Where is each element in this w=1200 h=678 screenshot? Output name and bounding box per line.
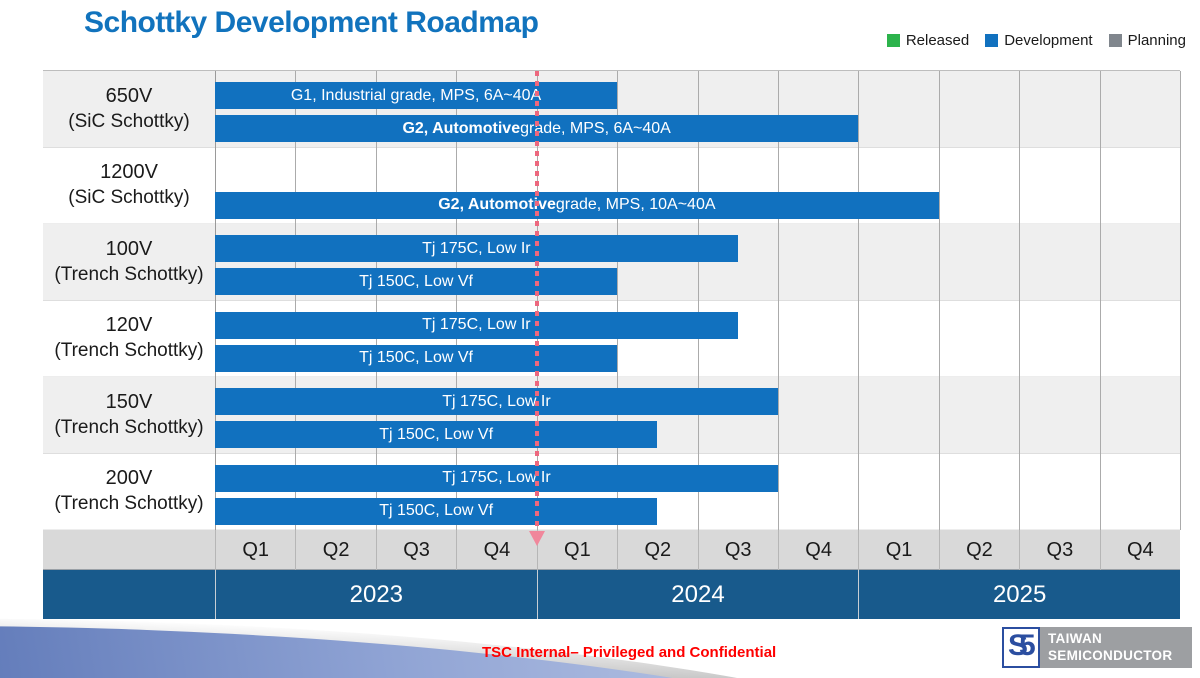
bar-label-segment: Tj 150C, Low Vf (379, 502, 494, 519)
gridline (1180, 71, 1181, 530)
company-logo: S 5 TAIWAN SEMICONDUCTOR (1002, 627, 1192, 668)
quarter-cell: Q3 (375, 530, 456, 570)
gantt-bar: Tj 175C, Low Ir (215, 388, 778, 415)
legend-item: Planning (1108, 32, 1186, 49)
logo-line2: SEMICONDUCTOR (1048, 647, 1173, 663)
legend-swatch (1108, 34, 1122, 47)
gantt-bar: Tj 150C, Low Vf (215, 421, 658, 448)
logo-monogram-icon: S 5 (1002, 627, 1040, 668)
gridline (617, 71, 619, 530)
gridline (215, 71, 216, 530)
row-label-type: (Trench Schottky) (54, 340, 204, 362)
bar-label-segment: Tj 150C, Low Vf (379, 425, 494, 443)
logo-wordmark: TAIWAN SEMICONDUCTOR (1040, 627, 1192, 668)
legend-swatch (886, 34, 900, 47)
gantt-bar: Tj 150C, Low Vf (215, 268, 618, 295)
quarter-cell: Q4 (777, 530, 858, 570)
legend-label: Planning (1127, 32, 1186, 49)
gantt-bar: Tj 175C, Low Ir (215, 464, 778, 492)
legend-item: Development (985, 32, 1093, 49)
roadmap-row: 650V (SiC Schottky) G1, Industrial grade, … (43, 71, 1180, 148)
gridline (295, 71, 297, 530)
gridline (858, 71, 860, 530)
row-label-type: (Trench Schottky) (54, 263, 204, 285)
row-label: 1200V (SiC Schottky) (43, 148, 215, 224)
row-label: 650V (SiC Schottky) (43, 71, 215, 147)
row-label-type: (Trench Schottky) (54, 493, 204, 515)
marker-arrow-icon (528, 531, 545, 546)
bar-label-segment: Tj 175C, Low Ir (422, 316, 531, 333)
row-label-voltage: 650V (105, 84, 153, 107)
year-cell: 2025 (858, 570, 1180, 619)
quarter-cell: Q2 (617, 530, 697, 570)
row-label-voltage: 1200V (100, 161, 158, 184)
bar-label-segment: grade, MPS, 10A~40A (555, 196, 716, 213)
quarter-cell: Q3 (1019, 530, 1099, 570)
legend-swatch (985, 34, 999, 47)
gridline (777, 71, 779, 530)
gridline (456, 71, 458, 530)
quarter-cell: Q1 (215, 530, 295, 570)
quarter-axis: Q1 Q2 Q3 Q4 Q1 Q2 Q3 Q4 Q1 Q2 Q3 Q4 (43, 530, 1180, 570)
row-label-type: (SiC Schottky) (68, 187, 190, 209)
bar-label-segment: G2, Automotive (402, 119, 521, 137)
year-cell: 2023 (215, 570, 537, 619)
legend-label: Development (1004, 32, 1093, 49)
row-label-type: (SiC Schottky) (68, 110, 190, 132)
gantt-bar: Tj 175C, Low Ir (215, 311, 738, 339)
bar-label-segment: Tj 175C, Low Ir (422, 239, 531, 257)
row-label: 100V (Trench Schottky) (43, 224, 215, 300)
quarter-cell: Q4 (456, 530, 536, 570)
gantt-bar: G2, Automotive grade, MPS, 10A~40A (215, 191, 939, 219)
row-label: 120V (Trench Schottky) (43, 301, 215, 377)
confidential-footer: TSC Internal– Privileged and Confidentia… (482, 644, 777, 661)
roadmap-row: 120V (Trench Schottky) Tj 175C, Low Ir Tj 1… (43, 300, 1180, 377)
quarter-cell: Q3 (697, 530, 778, 570)
logo-line1: TAIWAN (1048, 631, 1103, 647)
marker-dotted-line (534, 71, 539, 535)
roadmap-row: 200V (Trench Schottky) Tj 175C, Low Ir Tj 1… (43, 453, 1180, 530)
gridline (375, 71, 377, 530)
roadmap-row: 1200V (SiC Schottky) G2, Automotive grade,… (43, 147, 1180, 224)
quarter-cell: Q2 (295, 530, 375, 570)
gridline (1099, 71, 1101, 530)
year-axis: 2023 2024 2025 (43, 570, 1180, 619)
row-label-voltage: 100V (105, 237, 153, 260)
logo-monogram-s: S (1008, 629, 1029, 662)
gantt-bar: Tj 150C, Low Vf (215, 497, 658, 525)
bar-label-segment: G1, Industrial grade, MPS, 6A~40A (290, 86, 542, 104)
gantt-bar: Tj 175C, Low Ir (215, 235, 738, 262)
year-cell: 2024 (536, 570, 859, 619)
bar-label-segment: grade, MPS, 6A~40A (520, 119, 671, 137)
bar-label-segment: G2, Automotive (438, 196, 556, 213)
row-label-voltage: 120V (105, 314, 153, 337)
bar-label-segment: Tj 150C, Low Vf (359, 349, 473, 366)
gridline (1019, 71, 1021, 530)
legend-item: Released (886, 32, 970, 49)
page-title: Schottky Development Roadmap (84, 6, 539, 39)
gridline (938, 71, 940, 530)
gantt-bar: G1, Industrial grade, MPS, 6A~40A (215, 82, 618, 109)
row-label-type: (Trench Schottky) (54, 416, 204, 438)
quarter-cell: Q1 (858, 530, 938, 570)
row-label: 200V (Trench Schottky) (43, 454, 215, 530)
gridline (697, 71, 699, 530)
gantt-bar: Tj 150C, Low Vf (215, 344, 618, 372)
row-label-voltage: 200V (105, 467, 153, 490)
legend: Released Development Planning (886, 32, 1186, 49)
bar-label-segment: Tj 150C, Low Vf (359, 272, 473, 290)
roadmap-chart: 650V (SiC Schottky) G1, Industrial grade, … (43, 70, 1181, 619)
row-label-voltage: 150V (105, 390, 153, 413)
bar-label-segment: Tj 175C, Low Ir (442, 392, 551, 410)
quarter-cell: Q4 (1099, 530, 1180, 570)
roadmap-row: 100V (Trench Schottky) Tj 175C, Low Ir Tj 1… (43, 224, 1180, 301)
row-label: 150V (Trench Schottky) (43, 377, 215, 453)
logo-monogram-5: 5 (1019, 629, 1036, 662)
legend-label: Released (905, 32, 970, 49)
quarter-cell: Q1 (536, 530, 617, 570)
bar-label-segment: Tj 175C, Low Ir (442, 469, 551, 486)
quarter-cell: Q2 (938, 530, 1019, 570)
roadmap-row: 150V (Trench Schottky) Tj 175C, Low Ir Tj 1… (43, 377, 1180, 454)
